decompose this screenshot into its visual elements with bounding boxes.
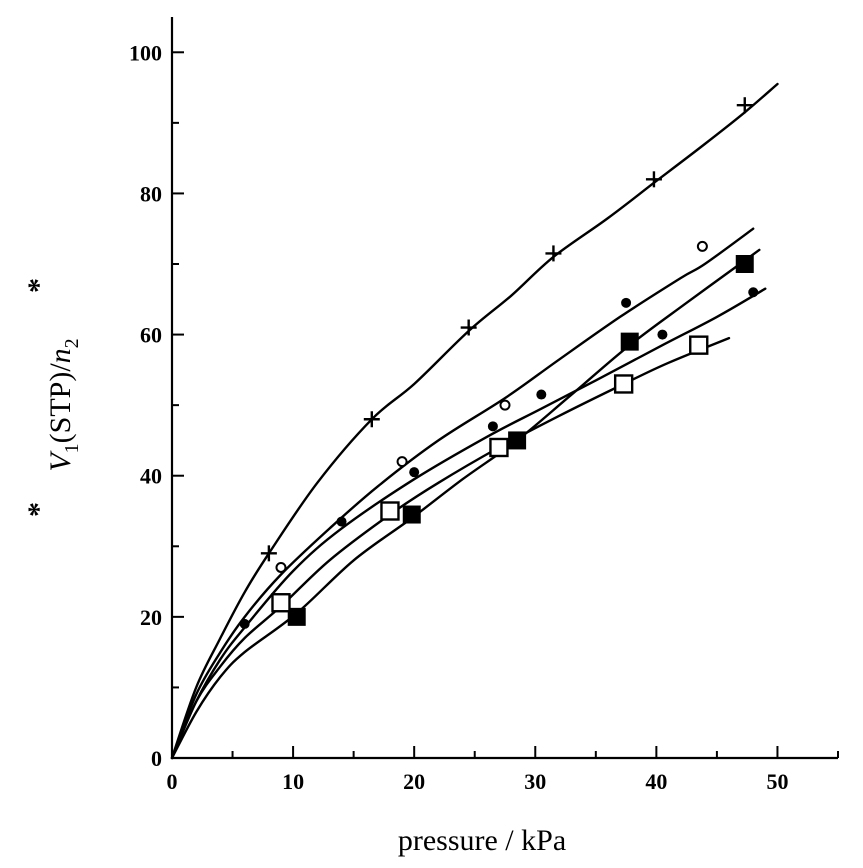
y-tick-label: 20 — [140, 605, 162, 630]
y-axis-title: V1(STP)/n2 * * — [22, 278, 83, 517]
filled-square-marker — [508, 431, 527, 450]
series-markers-open-circle — [275, 240, 708, 573]
plus-marker — [363, 411, 380, 428]
x-tick-label: 50 — [766, 769, 788, 794]
open-circle-marker — [499, 399, 511, 411]
y-tick-label: 0 — [151, 746, 162, 771]
series-curve-open-square — [170, 336, 731, 760]
y-title-n-sup: * — [22, 278, 55, 293]
plus-marker — [260, 545, 277, 562]
open-square-marker — [689, 335, 709, 355]
filled-circle-marker — [409, 467, 420, 478]
x-tick-label: 0 — [167, 769, 178, 794]
filled-circle-marker — [748, 287, 759, 298]
ticks — [171, 51, 839, 759]
open-square-marker — [380, 501, 400, 521]
filled-square-marker — [287, 607, 306, 626]
series-curve-filled-square — [170, 248, 761, 760]
svg-text:V1(STP)/n2: V1(STP)/n2 — [44, 338, 83, 471]
plus-marker — [460, 319, 477, 336]
filled-circle-marker — [657, 329, 668, 340]
open-square-marker — [613, 374, 634, 394]
filled-circle-marker — [621, 297, 632, 308]
y-title-v: V — [44, 450, 77, 472]
y-title-n: n — [44, 348, 77, 363]
filled-square-marker — [402, 505, 421, 524]
filled-circle-marker — [336, 516, 347, 527]
y-tick-label: 80 — [140, 181, 162, 206]
filled-circle-marker — [536, 389, 547, 400]
x-tick-label: 40 — [645, 769, 667, 794]
y-title-v-sup: * — [22, 502, 55, 517]
y-title-v-sub: 1 — [61, 443, 83, 453]
data-markers — [239, 97, 759, 629]
x-tick-label: 10 — [282, 769, 304, 794]
axes — [170, 17, 838, 760]
series-curve-open-circle — [170, 227, 755, 760]
x-axis-title: pressure / kPa — [398, 824, 566, 857]
y-title-mid: (STP)/ — [44, 363, 77, 444]
series-curve-filled-circle — [170, 287, 767, 760]
open-circle-marker — [275, 561, 287, 573]
tick-labels: 0 10 20 30 40 50 0 20 40 60 80 100 — [129, 40, 788, 794]
filled-circle-marker — [239, 618, 250, 629]
open-circle-marker — [696, 240, 708, 252]
plus-marker — [736, 97, 753, 114]
y-tick-label: 40 — [140, 464, 162, 489]
open-circle-marker — [396, 456, 408, 468]
x-tick-label: 20 — [403, 769, 425, 794]
filled-square-marker — [620, 332, 639, 351]
open-square-marker — [271, 593, 291, 613]
series-curve-plus — [170, 82, 779, 760]
plus-marker — [645, 171, 662, 188]
x-tick-label: 30 — [524, 769, 546, 794]
filled-circle-marker — [487, 421, 498, 432]
y-title-n-sub: 2 — [61, 338, 83, 348]
fit-curves — [170, 82, 779, 760]
series-markers-filled-circle — [239, 287, 759, 629]
plus-marker — [545, 245, 562, 262]
y-tick-label: 100 — [129, 40, 162, 65]
y-tick-label: 60 — [140, 323, 162, 348]
open-square-marker — [489, 437, 509, 458]
series-markers-open-square — [271, 335, 709, 613]
series-markers-plus — [260, 97, 753, 562]
series-markers-filled-square — [287, 255, 754, 626]
filled-square-marker — [735, 255, 754, 273]
